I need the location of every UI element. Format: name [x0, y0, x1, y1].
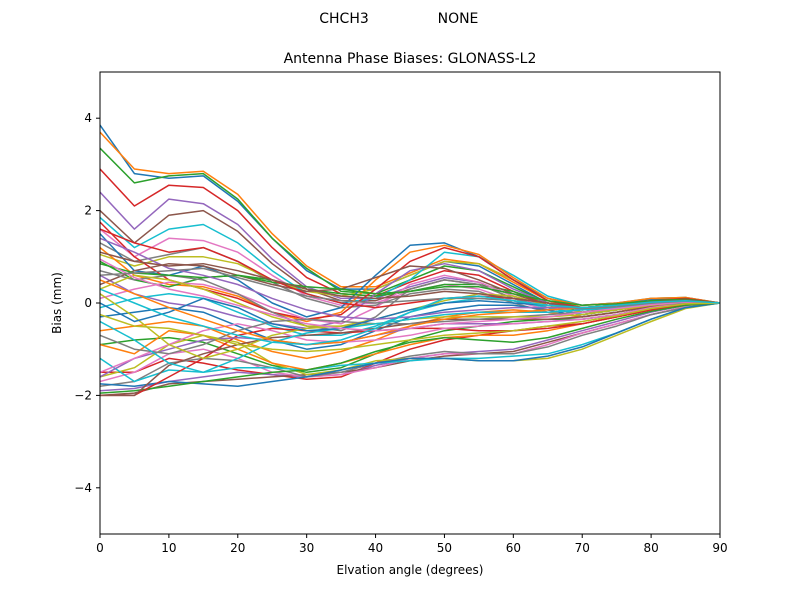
x-tick-label: 30 [299, 541, 314, 555]
y-tick-label: 2 [84, 204, 92, 218]
series-line-12 [100, 244, 720, 323]
y-axis: −4 −2 0 2 4 [74, 111, 100, 495]
x-axis-label: Elvation angle (degrees) [337, 563, 484, 577]
x-tick-label: 70 [575, 541, 590, 555]
suptitle-left: CHCH3 [319, 11, 369, 27]
suptitle-right: NONE [438, 11, 479, 27]
series-line-48 [100, 267, 720, 310]
y-tick-label: 4 [84, 111, 92, 125]
x-tick-label: 90 [712, 541, 727, 555]
x-tick-label: 60 [506, 541, 521, 555]
y-tick-label: −2 [74, 388, 92, 402]
x-tick-label: 20 [230, 541, 245, 555]
y-tick-label: 0 [84, 296, 92, 310]
series-line-33 [100, 302, 720, 394]
series-line-47 [100, 258, 720, 332]
series-line-43 [100, 262, 720, 307]
x-tick-label: 50 [437, 541, 452, 555]
x-tick-label: 40 [368, 541, 383, 555]
series-group [100, 124, 720, 397]
series-line-31 [100, 302, 720, 387]
series-line-37 [100, 302, 720, 373]
x-tick-label: 0 [96, 541, 104, 555]
chart-title: Antenna Phase Biases: GLONASS-L2 [284, 51, 537, 67]
x-axis: 0 10 20 30 40 50 60 70 80 90 [96, 534, 728, 555]
y-axis-label: Bias (mm) [50, 272, 64, 334]
series-line-40 [100, 301, 720, 374]
x-tick-label: 80 [643, 541, 658, 555]
series-line-50 [100, 288, 720, 346]
series-line-49 [100, 302, 720, 353]
y-tick-label: −4 [74, 481, 92, 495]
x-tick-label: 10 [161, 541, 176, 555]
